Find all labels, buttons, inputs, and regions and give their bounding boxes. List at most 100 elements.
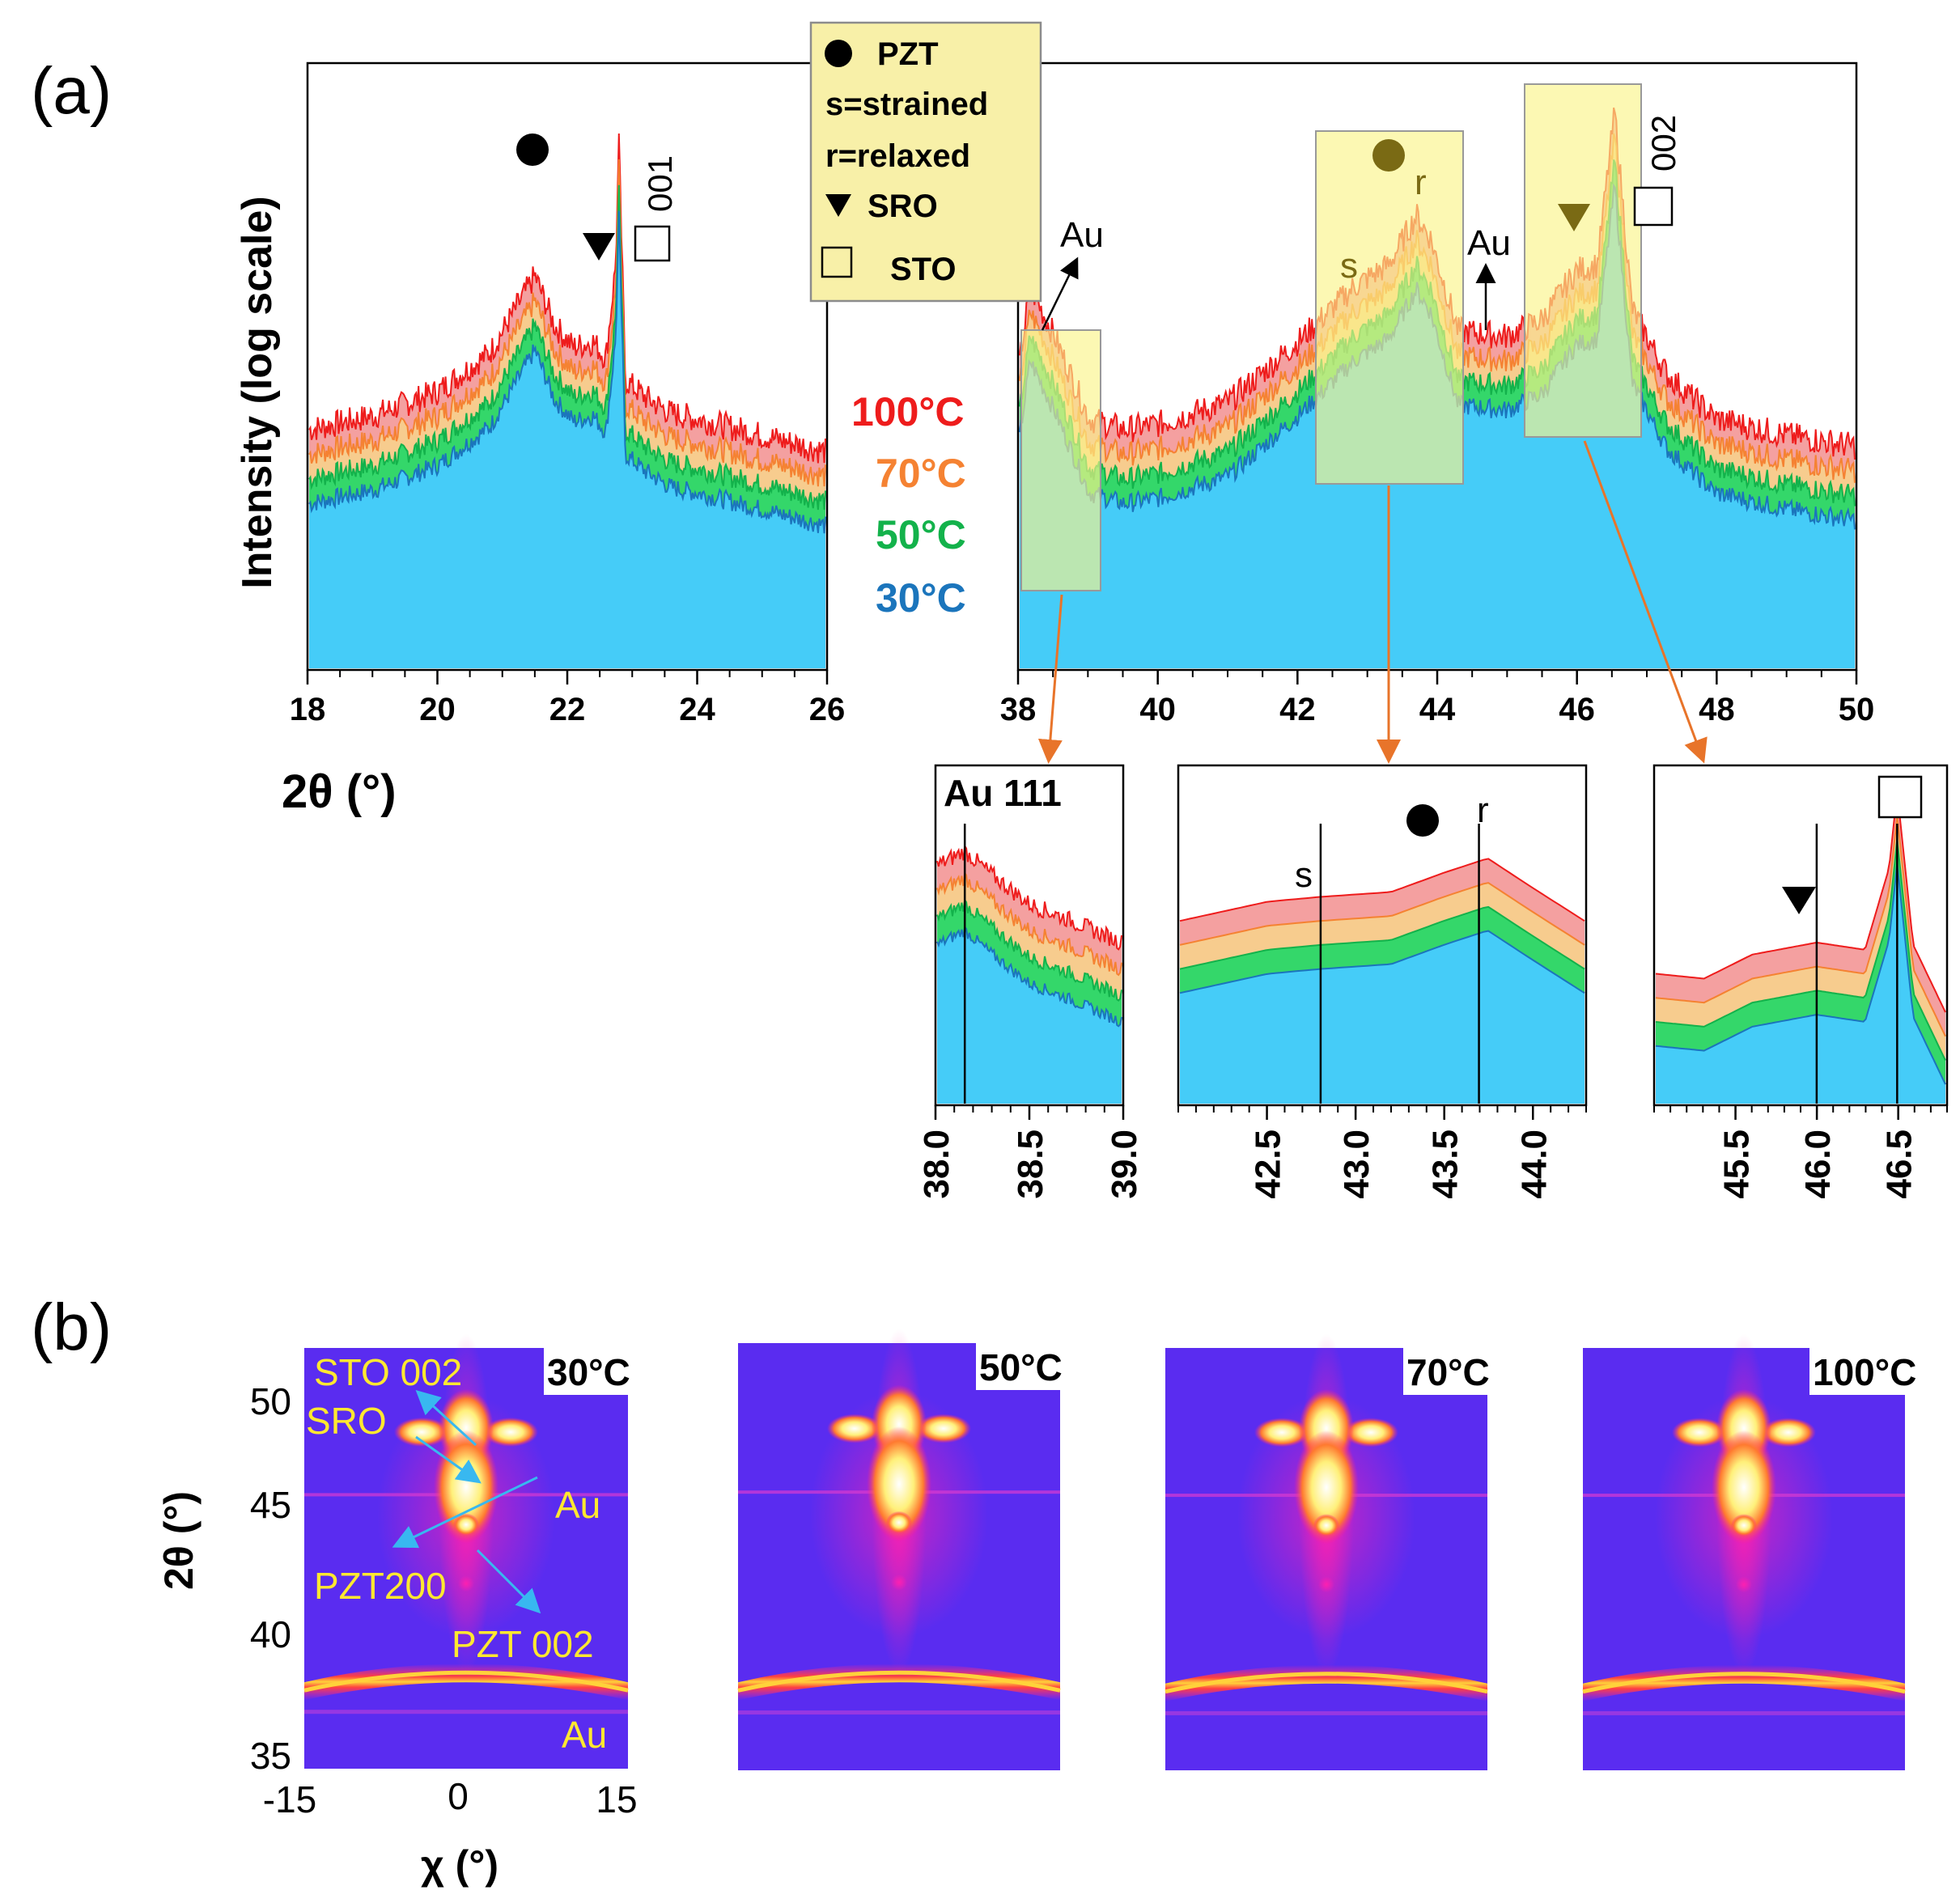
inset-pzt-ticks: 42.5 43.0 43.5 44.0: [1177, 1105, 1587, 1199]
panel-a-xlabel: 2θ (°): [282, 765, 397, 818]
map-peak-pzt: [1712, 1430, 1776, 1545]
map-au-ring-core: [737, 1670, 1061, 1693]
inset-sro-marker: [1782, 887, 1816, 914]
ytick-35: 35: [250, 1735, 291, 1777]
xrd-map-100°C: 100°C: [1582, 1333, 1918, 1770]
t-i3-label-0: 45.5: [1717, 1130, 1757, 1199]
xrd-map-50°C: 50°C: [737, 1329, 1076, 1770]
t-p1-label-0: 18: [290, 692, 326, 727]
t-p2-label-2: 42: [1279, 692, 1316, 727]
g-i1-area-30c: [937, 926, 1122, 1104]
map-lobe-right: [1761, 1418, 1816, 1447]
arrow-pzt200: [392, 1476, 538, 1549]
label-pzt002: PZT 002: [452, 1623, 594, 1665]
map-peak-faint: [891, 1574, 907, 1591]
t-p2-label-1: 40: [1139, 692, 1176, 727]
sto-marker: [634, 225, 671, 262]
temp-50c: 50°C: [876, 512, 966, 557]
label-au-upper: Au: [555, 1484, 600, 1526]
inset-au111-ticks: 38.0 38.5 39.0: [917, 1105, 1144, 1199]
inset-pzt: 42.5 43.0 43.5 44.0 r s: [1177, 764, 1588, 1199]
t-p1-label-1: 20: [419, 692, 456, 727]
sto-002-label: 002: [1644, 115, 1682, 172]
panel-b-ylabel: 2θ (°): [156, 1491, 202, 1590]
au-arrow-1: [1041, 256, 1079, 331]
pzt-marker: [516, 134, 549, 166]
map-peak-faint: [458, 1575, 474, 1592]
map-temp-label: 50°C: [979, 1346, 1063, 1388]
inset-arrows: [1037, 440, 1708, 764]
inset-au111-series: [936, 824, 1122, 1104]
map-lobe-left: [1254, 1418, 1309, 1447]
ytick-40: 40: [250, 1613, 291, 1655]
map-temp-label: 30°C: [547, 1351, 630, 1393]
t-p2-label-0: 38: [1000, 692, 1037, 727]
xtick-0: 0: [448, 1775, 469, 1817]
au-label-2: Au: [1467, 223, 1511, 263]
g-p1-line-100c: [308, 133, 826, 464]
t-i2-label-1: 43.0: [1337, 1130, 1377, 1199]
sro-marker: [583, 233, 615, 261]
plot-18-26: 18 20 22 24 26 001: [290, 61, 846, 727]
xtick-minus15: -15: [263, 1778, 316, 1820]
map-au-ring: [1583, 1664, 1905, 1702]
inset-sto-marker: [1877, 775, 1923, 819]
legend-sro: SRO: [868, 189, 938, 224]
legend-sro-icon: [825, 194, 851, 217]
legend-sto: STO: [890, 252, 957, 287]
map-au-ring: [738, 1664, 1060, 1701]
ytick-50: 50: [250, 1380, 291, 1422]
map-label-bg: [1403, 1348, 1504, 1395]
map-peak-pzt: [1294, 1430, 1359, 1545]
t-i1-label-1: 38.5: [1011, 1130, 1050, 1199]
map-lobe-left: [827, 1413, 882, 1443]
map-peak-faint: [1736, 1576, 1752, 1593]
map-faint-line: [1583, 1710, 1905, 1715]
map-peak-labels: STO 002 SRO Au PZT200 PZT 002 Au: [306, 1351, 607, 1756]
map-lobe-right: [483, 1418, 538, 1447]
xtick-15: 15: [596, 1778, 637, 1820]
g-p1-line-30c: [308, 210, 826, 534]
temperature-legend: 100°C 70°C 50°C 30°C: [851, 389, 966, 621]
panel-b-xlabel: χ (°): [421, 1842, 498, 1888]
g-i2-line-70c: [1179, 882, 1585, 946]
relaxed-label: r: [1415, 163, 1427, 202]
arrow-sro: [415, 1435, 482, 1484]
plot-18-26-series: [308, 133, 826, 669]
t-p2-label-6: 50: [1839, 692, 1875, 727]
t-i2-label-0: 42.5: [1249, 1130, 1288, 1199]
g-p1-line-50c: [308, 184, 826, 511]
t-p1-label-4: 26: [809, 692, 846, 727]
map-au-ring: [304, 1664, 628, 1701]
map-lobe-left: [1672, 1418, 1727, 1447]
legend-pzt-icon: [825, 40, 852, 67]
t-i2-label-3: 44.0: [1514, 1130, 1554, 1199]
map-peak-small: [886, 1511, 912, 1534]
legend-strained: s=strained: [825, 87, 988, 122]
map-au-ring: [1165, 1664, 1487, 1702]
g-i2-line-30c: [1179, 930, 1585, 994]
map-au-ring-core: [1582, 1672, 1906, 1694]
temp-30c: 30°C: [876, 575, 966, 621]
legend-pzt: PZT: [877, 36, 939, 72]
inset-au111: 38.0 38.5 39.0 Au 111: [917, 764, 1144, 1199]
plot-38-50: 38 40 42 44 46 48 50 Au Au r s 002: [1000, 61, 1875, 727]
t-p2-label-5: 48: [1699, 692, 1735, 727]
inset-pzt-marker: [1406, 804, 1439, 837]
sro-marker-2: [1558, 204, 1590, 231]
legend-box: [809, 21, 1042, 303]
strained-label: s: [1340, 246, 1358, 286]
xrd-maps: 30°C 50°C 70°C 100°C: [303, 1329, 1918, 1770]
map-peak-pzt: [434, 1430, 498, 1544]
g-p1-area-30c: [309, 210, 825, 668]
map-temp-label: 70°C: [1406, 1351, 1490, 1393]
t-i1-label-2: 39.0: [1105, 1130, 1144, 1199]
map-label-bg: [976, 1343, 1076, 1390]
plot-38-50-ticks: 38 40 42 44 46 48 50: [1000, 670, 1875, 727]
sto-001-label: 001: [641, 155, 679, 212]
legend: PZT s=strained r=relaxed SRO STO: [809, 21, 1042, 303]
map-au-ring-core: [1165, 1672, 1488, 1694]
arrow-to-sto-inset: [1583, 440, 1708, 764]
g-i1-line-100c: [936, 843, 1122, 951]
